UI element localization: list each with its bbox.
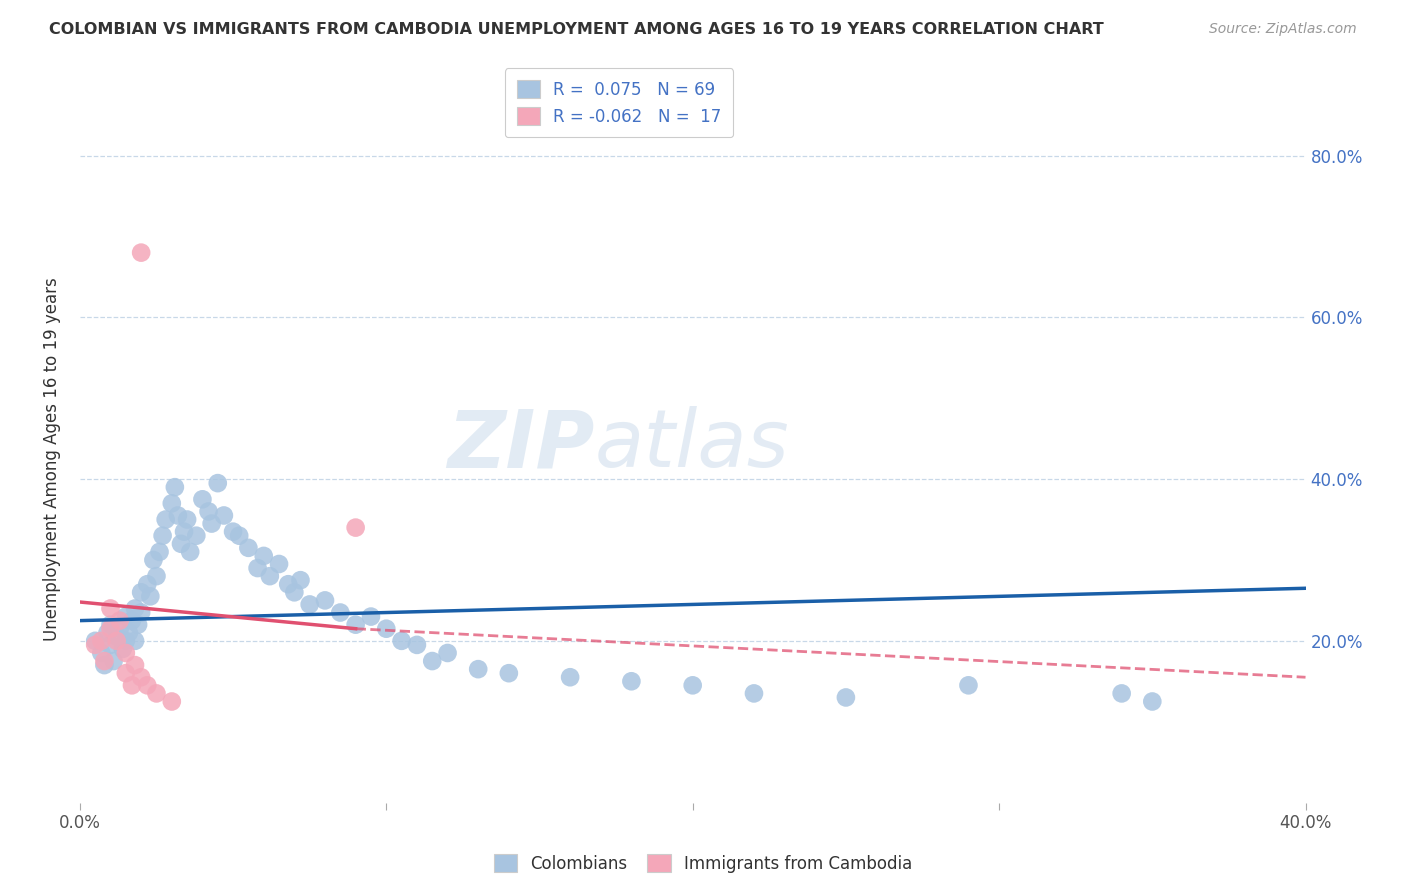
Text: ZIP: ZIP [447, 406, 595, 484]
Point [1142, 694, 1164, 708]
Point [84, 638, 107, 652]
Point [179, 545, 201, 559]
Point [186, 529, 208, 543]
Point [84, 633, 107, 648]
Point [105, 630, 128, 644]
Point [742, 686, 765, 700]
Point [124, 601, 146, 615]
Point [136, 678, 159, 692]
Point [160, 496, 183, 510]
Point [139, 590, 162, 604]
Point [118, 625, 141, 640]
Point [129, 670, 152, 684]
Point [197, 504, 219, 518]
Point [283, 585, 305, 599]
Point [329, 606, 352, 620]
Point [1111, 686, 1133, 700]
Point [238, 541, 260, 555]
Point [167, 508, 190, 523]
Point [222, 524, 245, 539]
Point [127, 617, 149, 632]
Point [121, 614, 143, 628]
Point [148, 545, 170, 559]
Point [173, 524, 195, 539]
Point [90, 633, 112, 648]
Point [228, 529, 250, 543]
Point [129, 585, 152, 599]
Point [93, 658, 115, 673]
Point [152, 529, 174, 543]
Point [100, 638, 122, 652]
Point [114, 609, 136, 624]
Point [201, 516, 224, 531]
Text: Source: ZipAtlas.com: Source: ZipAtlas.com [1209, 22, 1357, 37]
Point [114, 633, 136, 648]
Text: COLOMBIAN VS IMMIGRANTS FROM CAMBODIA UNEMPLOYMENT AMONG AGES 16 TO 19 YEARS COR: COLOMBIAN VS IMMIGRANTS FROM CAMBODIA UN… [49, 22, 1104, 37]
Point [136, 577, 159, 591]
Point [467, 662, 489, 676]
Text: atlas: atlas [595, 406, 789, 484]
Point [207, 476, 229, 491]
Point [176, 512, 198, 526]
Point [375, 622, 398, 636]
Point [145, 569, 167, 583]
Point [93, 654, 115, 668]
Point [96, 625, 118, 640]
Point [90, 646, 112, 660]
Point [290, 573, 312, 587]
Point [100, 617, 122, 632]
Point [682, 678, 704, 692]
Point [114, 646, 136, 660]
Point [360, 609, 382, 624]
Point [191, 492, 214, 507]
Legend: Colombians, Immigrants from Cambodia: Colombians, Immigrants from Cambodia [486, 847, 920, 880]
Point [160, 694, 183, 708]
Point [344, 520, 367, 534]
Point [620, 674, 643, 689]
Point [108, 622, 131, 636]
Point [108, 614, 131, 628]
Point [212, 508, 235, 523]
Point [145, 686, 167, 700]
Point [420, 654, 443, 668]
Point [298, 598, 321, 612]
Point [111, 641, 134, 656]
Point [267, 557, 290, 571]
Point [124, 658, 146, 673]
Point [277, 577, 299, 591]
Point [246, 561, 269, 575]
Point [142, 553, 165, 567]
Point [957, 678, 980, 692]
Point [129, 606, 152, 620]
Point [406, 638, 429, 652]
Point [129, 245, 152, 260]
Point [498, 666, 520, 681]
Point [558, 670, 581, 684]
Point [114, 666, 136, 681]
Point [344, 617, 367, 632]
Point [155, 512, 177, 526]
Point [391, 633, 413, 648]
Point [259, 569, 281, 583]
Point [436, 646, 458, 660]
Y-axis label: Unemployment Among Ages 16 to 19 years: Unemployment Among Ages 16 to 19 years [44, 277, 60, 640]
Point [314, 593, 336, 607]
Point [100, 601, 122, 615]
Point [105, 633, 128, 648]
Point [253, 549, 276, 563]
Point [100, 622, 122, 636]
Point [103, 654, 125, 668]
Point [170, 537, 193, 551]
Legend: R =  0.075   N = 69, R = -0.062   N =  17: R = 0.075 N = 69, R = -0.062 N = 17 [505, 69, 734, 137]
Point [121, 678, 143, 692]
Point [835, 690, 858, 705]
Point [163, 480, 186, 494]
Point [124, 633, 146, 648]
